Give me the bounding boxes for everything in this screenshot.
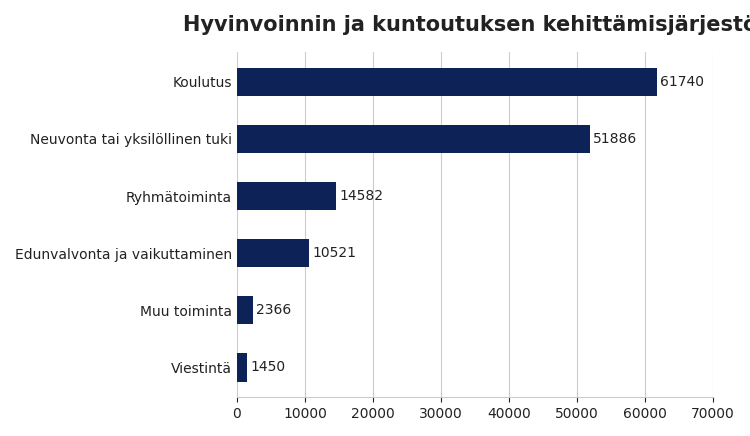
Text: 2366: 2366 [256, 303, 292, 317]
Text: 61740: 61740 [660, 75, 704, 89]
Text: 1450: 1450 [251, 360, 285, 374]
Bar [237, 125, 590, 153]
Bar [237, 296, 253, 324]
Bar [237, 353, 247, 382]
Text: 51886: 51886 [593, 132, 638, 146]
Bar [237, 239, 308, 267]
Title: Hyvinvoinnin ja kuntoutuksen kehittämisjärjestöt: Hyvinvoinnin ja kuntoutuksen kehittämisj… [183, 15, 750, 35]
Bar [237, 68, 657, 96]
Bar [237, 182, 336, 210]
Text: 14582: 14582 [340, 189, 383, 203]
Text: 10521: 10521 [312, 246, 356, 260]
